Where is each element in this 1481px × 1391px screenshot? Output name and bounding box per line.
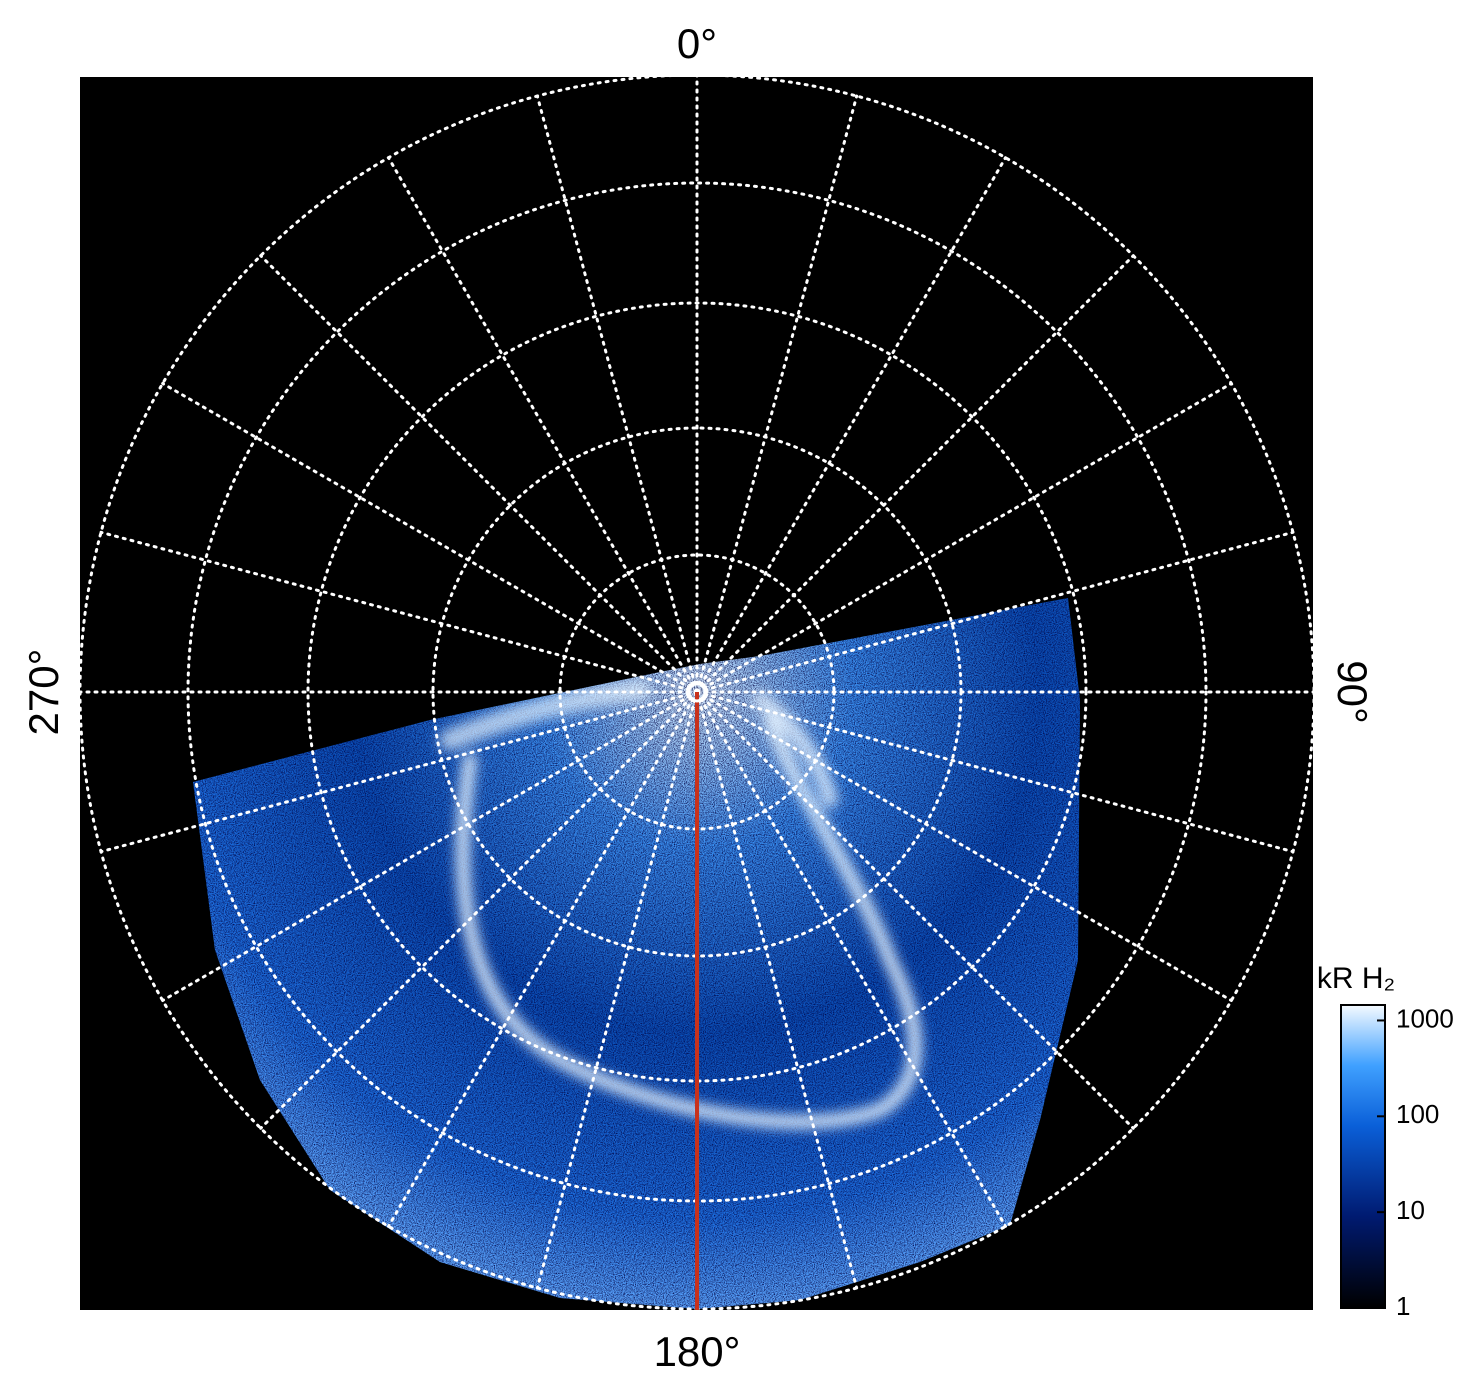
grid-radial xyxy=(387,156,699,694)
colorbar-tick-label: 100 xyxy=(1396,1099,1439,1129)
grid-radial xyxy=(695,690,1233,1002)
grid-radial xyxy=(99,530,699,694)
label-left: 270° xyxy=(20,649,67,736)
grid-radial xyxy=(387,690,699,1228)
grid-radial xyxy=(695,156,1007,694)
colorbar-title: kR H₂ xyxy=(1317,962,1395,995)
grid-radial xyxy=(161,382,699,694)
grid-radial xyxy=(535,690,699,1290)
grid-radial xyxy=(695,690,859,1290)
grid-radial xyxy=(535,94,699,694)
grid-radial xyxy=(259,254,699,694)
colorbar-ticks: 1 10 100 1000 xyxy=(1377,1003,1454,1321)
grid-radial xyxy=(161,690,699,1002)
grid-radial xyxy=(99,690,699,854)
grid-radial xyxy=(695,94,859,694)
label-top: 0° xyxy=(677,20,717,67)
grid-radial xyxy=(259,690,699,1130)
pole-marker xyxy=(686,681,708,703)
colorbar-tick-label: 10 xyxy=(1396,1195,1425,1225)
grid-radial xyxy=(695,254,1135,694)
colorbar-tick-label: 1 xyxy=(1396,1291,1410,1321)
label-bottom: 180° xyxy=(654,1328,741,1375)
grid-radial xyxy=(695,690,1135,1130)
grid-radial xyxy=(695,530,1295,694)
label-right: 90° xyxy=(1329,660,1376,724)
grid-radial xyxy=(695,382,1233,694)
colorbar-tick-label: 1000 xyxy=(1396,1003,1454,1033)
colorbar xyxy=(1340,1004,1386,1309)
grid-radial xyxy=(695,690,1295,854)
grid-radial xyxy=(695,690,1007,1228)
